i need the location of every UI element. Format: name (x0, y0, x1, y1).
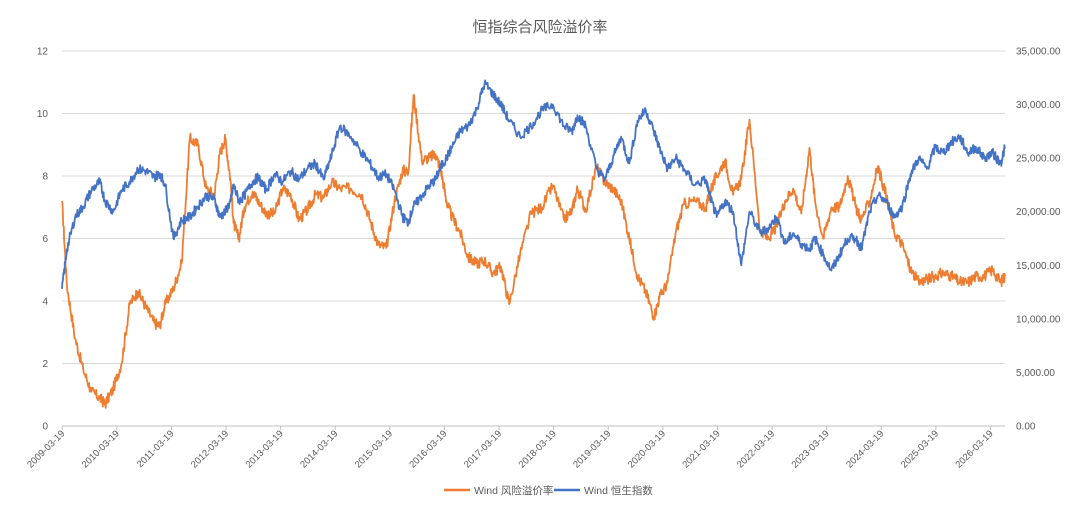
right-y-tick-label: 5,000.00 (1016, 368, 1055, 379)
right-y-tick-label: 20,000.00 (1016, 207, 1061, 218)
x-tick-label: 2020-03-19 (626, 428, 668, 470)
x-tick-label: 2021-03-19 (680, 428, 722, 470)
left-y-tick-label: 4 (42, 297, 48, 308)
legend-label: Wind 风险溢价率 (474, 484, 553, 497)
right-y-tick-label: 10,000.00 (1016, 314, 1061, 325)
left-y-tick-label: 8 (42, 172, 48, 183)
series-lines (61, 79, 1006, 409)
right-y-tick-label: 35,000.00 (1016, 47, 1061, 58)
right-y-tick-label: 30,000.00 (1016, 100, 1061, 111)
x-tick-label: 2022-03-19 (735, 428, 777, 470)
x-tick-label: 2024-03-19 (844, 428, 886, 470)
right-y-tick-label: 15,000.00 (1016, 261, 1061, 272)
right-y-tick-label: 0.00 (1016, 422, 1036, 433)
legend: Wind 风险溢价率 Wind 恒生指数 (444, 484, 653, 497)
legend-label: Wind 恒生指数 (584, 484, 653, 497)
chart-title: 恒指综合风险溢价率 (472, 19, 607, 36)
series-line-hang-seng (61, 79, 1006, 289)
x-tick-label: 2009-03-19 (25, 428, 67, 470)
left-y-tick-label: 12 (37, 47, 49, 58)
x-tick-label: 2018-03-19 (517, 428, 559, 470)
right-y-axis: 0.00 5,000.00 10,000.00 15,000.00 20,000.00 2… (1016, 47, 1061, 433)
x-tick-label: 2026-03-19 (953, 428, 995, 470)
x-tick-label: 2023-03-19 (790, 428, 832, 470)
x-tick-label: 2025-03-19 (899, 428, 941, 470)
x-tick-label: 2017-03-19 (462, 428, 504, 470)
x-tick-label: 2011-03-19 (135, 428, 177, 470)
x-tick-label: 2019-03-19 (571, 428, 613, 470)
x-tick-label: 2015-03-19 (353, 428, 395, 470)
right-y-tick-label: 25,000.00 (1016, 154, 1061, 165)
left-y-tick-label: 10 (37, 109, 49, 120)
left-y-axis: 0 2 4 6 8 10 12 (37, 47, 49, 433)
x-tick-label: 2014-03-19 (298, 428, 340, 470)
x-tick-label: 2010-03-19 (80, 428, 122, 470)
left-y-tick-label: 6 (42, 234, 48, 245)
x-axis: 2009-03-19 2010-03-19 2011-03-19 2012-03-19… (25, 426, 996, 470)
x-tick-label: 2016-03-19 (407, 428, 449, 470)
x-tick-label: 2012-03-19 (189, 428, 231, 470)
gridlines (62, 50, 1005, 427)
left-y-tick-label: 2 (42, 359, 48, 370)
series-line-risk-premium (61, 93, 1006, 409)
x-tick-label: 2013-03-19 (244, 428, 286, 470)
left-y-tick-label: 0 (42, 422, 48, 433)
